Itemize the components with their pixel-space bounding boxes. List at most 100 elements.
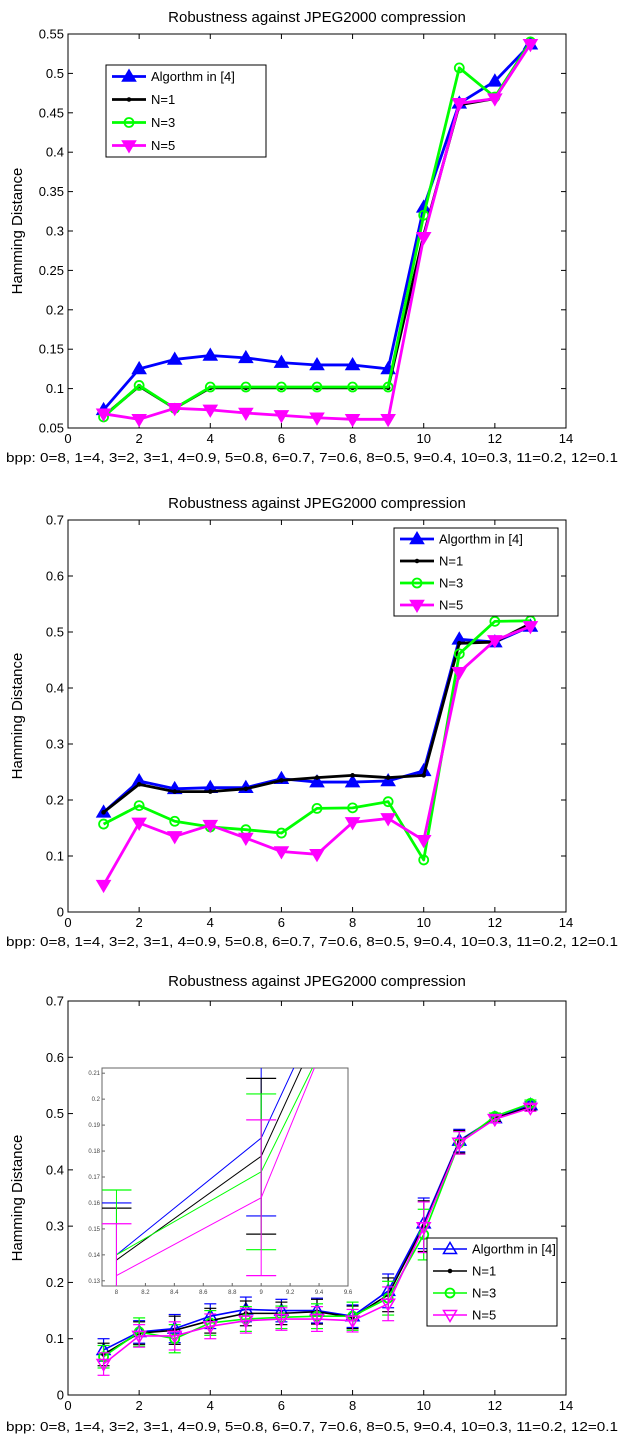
x-tick-label: 8 [349, 915, 356, 930]
inset-x-tick: 9.6 [344, 1290, 353, 1296]
data-point [311, 802, 323, 814]
inset-x-tick: 8 [115, 1290, 119, 1296]
data-point [204, 381, 216, 393]
y-tick-label: 0.35 [39, 184, 64, 199]
data-point [276, 381, 287, 393]
data-point [487, 73, 503, 87]
data-point [451, 98, 468, 112]
legend-label: Algorthm in [4] [439, 532, 523, 547]
inset-y-tick: 0.16 [88, 1201, 100, 1207]
x-tick-label: 10 [416, 915, 430, 930]
chart-title: Robustness against JPEG2000 compression [168, 495, 466, 512]
x-tick-label: 12 [488, 1398, 502, 1413]
data-point [489, 615, 501, 627]
data-point [453, 62, 465, 74]
data-point [487, 1113, 503, 1128]
x-tick-label: 14 [559, 431, 573, 446]
legend-label: N=1 [439, 554, 463, 569]
inset-x-tick: 9.4 [315, 1290, 324, 1296]
y-tick-label: 0.4 [46, 145, 64, 160]
y-tick-label: 0 [57, 1388, 64, 1403]
y-tick-label: 0.55 [39, 27, 64, 42]
x-tick-label: 0 [64, 1398, 71, 1413]
data-point [456, 640, 462, 646]
legend-label: N=5 [439, 598, 463, 613]
inset-x-tick: 8.4 [170, 1290, 179, 1296]
data-point [273, 354, 290, 368]
x-tick-label: 2 [136, 1398, 143, 1413]
data-point [487, 635, 503, 649]
y-tick-label: 0.1 [46, 381, 64, 396]
y-tick-label: 0.7 [46, 513, 64, 528]
data-point [344, 414, 361, 428]
data-point [385, 775, 391, 780]
y-tick-label: 0.5 [46, 625, 64, 640]
data-point [522, 38, 539, 53]
y-tick-label: 0.2 [46, 793, 64, 808]
y-axis-label: Hamming Distance [9, 653, 26, 780]
data-point [95, 1358, 112, 1373]
x-tick-label: 0 [64, 431, 71, 446]
y-axis-label: Hamming Distance [9, 168, 26, 295]
x-axis-label: bpp: 0=8, 1=4, 3=2, 3=1, 4=0.9, 5=0.8, 6… [6, 1420, 618, 1434]
x-tick-label: 6 [278, 1398, 285, 1413]
data-point [273, 1313, 290, 1327]
data-point [276, 827, 287, 839]
data-point [487, 93, 503, 107]
x-tick-label: 0 [64, 915, 71, 930]
inset-x-tick: 9.2 [286, 1290, 295, 1296]
data-point [451, 667, 468, 681]
data-point [240, 381, 252, 393]
series-n1 [101, 621, 533, 815]
y-tick-label: 0.05 [39, 421, 64, 436]
legend: Algorthm in [4] N=1 N=3 N=5 [426, 1237, 558, 1327]
y-tick-label: 0.45 [39, 105, 64, 120]
data-point [347, 802, 358, 814]
line-chart-3: Robustness against JPEG2000 compression 0… [6, 973, 618, 1434]
data-point [522, 621, 539, 635]
data-point [415, 835, 432, 849]
inset-y-tick: 0.13 [88, 1279, 100, 1285]
inset-x-tick: 8.8 [228, 1290, 237, 1296]
data-point [207, 789, 213, 794]
y-tick-label: 0.5 [46, 1106, 64, 1121]
legend-label: N=5 [151, 138, 175, 153]
y-tick-label: 0.3 [46, 737, 64, 752]
legend-marker [442, 1241, 458, 1255]
data-point [415, 1221, 432, 1236]
data-point [166, 831, 183, 845]
legend-marker [123, 117, 135, 128]
data-point [172, 789, 178, 794]
data-point [238, 1315, 254, 1329]
legend-marker [414, 558, 420, 564]
data-point [133, 800, 145, 812]
inset-y-tick: 0.21 [88, 1071, 100, 1077]
x-tick-label: 8 [349, 1398, 356, 1413]
legend-marker [126, 97, 132, 102]
y-tick-label: 0.1 [46, 1331, 64, 1346]
data-point [309, 849, 325, 863]
legend-marker [121, 68, 137, 82]
data-point [309, 774, 325, 788]
series-n5 [95, 1102, 539, 1376]
data-point [273, 846, 290, 860]
data-point [382, 796, 394, 808]
y-tick-label: 0 [57, 905, 64, 920]
inset-y-tick: 0.15 [88, 1227, 100, 1233]
zoom-inset: 8 8.2 8.4 8.6 8.8 9 9.2 9.4 9.6 0.13 0.14 0.15 0.16 0… [88, 1067, 353, 1296]
data-point [166, 403, 183, 417]
series-n5 [95, 621, 539, 894]
y-tick-label: 0.5 [46, 66, 64, 81]
data-point [166, 1330, 183, 1344]
legend-label: Algorthm in [4] [151, 69, 235, 84]
data-point [380, 772, 396, 787]
data-point [243, 786, 249, 792]
inset-y-tick: 0.17 [88, 1175, 100, 1181]
chart-title: Robustness against JPEG2000 compression [168, 9, 466, 26]
inset-y-tick: 0.19 [88, 1123, 100, 1129]
chart-panel-1: Robustness against JPEG2000 compression 0… [0, 0, 624, 480]
x-axis-label: bpp: 0=8, 1=4, 3=2, 3=1, 4=0.9, 5=0.8, 6… [6, 451, 618, 465]
legend-marker [409, 531, 425, 545]
data-point [131, 360, 147, 375]
inset-y-tick: 0.18 [88, 1149, 100, 1155]
